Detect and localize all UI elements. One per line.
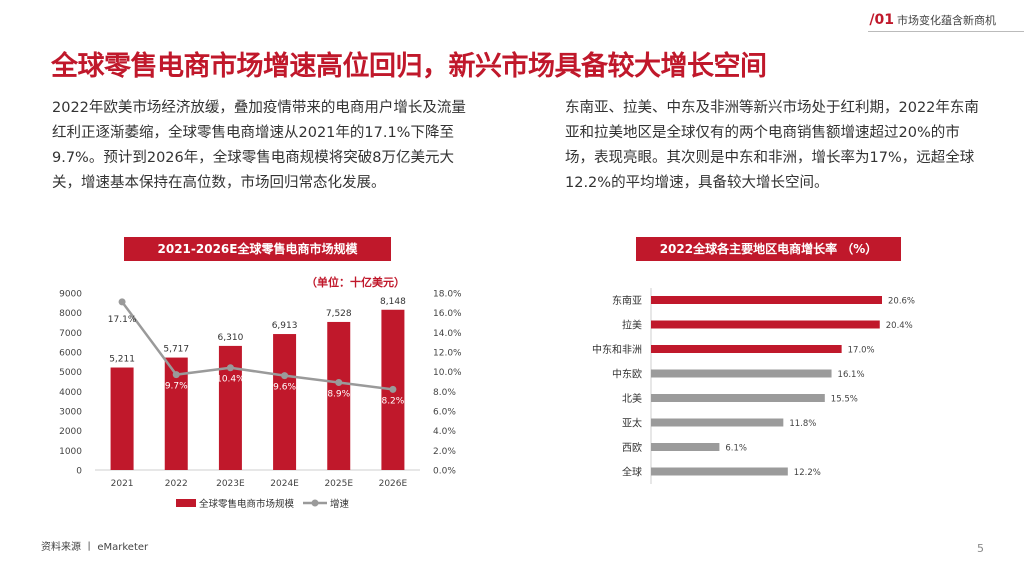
category-label: 北美 xyxy=(622,392,642,405)
y-right-tick-label: 2.0% xyxy=(433,447,456,457)
section-divider xyxy=(868,31,1024,32)
region-bar xyxy=(651,369,832,378)
legend-label-line: 增速 xyxy=(330,498,350,510)
bar-value-label: 5,211 xyxy=(109,355,135,365)
bar-value-label: 16.1% xyxy=(838,370,865,380)
y-right-tick-label: 14.0% xyxy=(433,329,462,339)
x-tick-label: 2021 xyxy=(111,479,134,489)
category-label: 亚太 xyxy=(622,417,642,430)
y-left-tick-label: 9000 xyxy=(59,290,82,300)
y-right-tick-label: 4.0% xyxy=(433,427,456,437)
source-note: 资料来源 丨 eMarketer xyxy=(41,542,149,553)
y-right-tick-label: 10.0% xyxy=(433,368,462,378)
region-bar xyxy=(651,296,882,304)
category-label: 全球 xyxy=(622,466,642,479)
bar-value-label: 20.4% xyxy=(886,321,913,331)
left-paragraph: 2022年欧美市场经济放缓，叠加疫情带来的电商用户增长及流量红利正逐渐萎缩，全球… xyxy=(52,100,466,191)
y-left-tick-label: 8000 xyxy=(59,309,82,319)
x-tick-label: 2022 xyxy=(165,479,188,489)
growth-point xyxy=(335,378,343,386)
bar-value-label: 5,717 xyxy=(163,345,189,355)
growth-point xyxy=(172,371,180,379)
bar xyxy=(381,309,405,470)
y-right-tick-label: 0.0% xyxy=(433,467,456,477)
legend-label-bar: 全球零售电商市场规模 xyxy=(199,498,295,510)
legend-marker-line xyxy=(311,499,319,507)
left-chart-unit-note: （单位：十亿美元） xyxy=(306,276,405,289)
region-bar xyxy=(651,320,880,329)
bar-value-label: 6,913 xyxy=(272,321,298,331)
region-bar xyxy=(651,443,720,451)
y-right-tick-label: 16.0% xyxy=(433,309,462,319)
page-title: 全球零售电商市场增速高位回归，新兴市场具备较大增长空间 xyxy=(51,51,767,82)
bar xyxy=(273,334,297,470)
y-left-tick-label: 4000 xyxy=(59,388,82,398)
growth-value-label: 17.1% xyxy=(108,315,137,325)
growth-point xyxy=(389,385,397,393)
bar-value-label: 8,148 xyxy=(380,297,406,307)
bar xyxy=(327,321,351,470)
y-left-tick-label: 7000 xyxy=(59,329,82,339)
right-chart-title: 2022全球各主要地区电商增长率 （%） xyxy=(636,237,901,261)
page-number: 5 xyxy=(977,542,984,555)
region-bar xyxy=(651,394,825,402)
legend-swatch-bar xyxy=(176,499,196,507)
y-right-tick-label: 8.0% xyxy=(433,388,456,398)
x-tick-label: 2023E xyxy=(216,479,245,489)
y-left-tick-label: 2000 xyxy=(59,427,82,437)
y-left-tick-label: 0 xyxy=(76,467,82,477)
growth-point xyxy=(226,364,234,372)
region-bar xyxy=(651,345,842,353)
section-label: 市场变化蕴含新商机 xyxy=(897,14,996,27)
bar xyxy=(110,367,134,470)
bar-value-label: 7,528 xyxy=(326,309,352,319)
region-bar xyxy=(651,467,788,476)
bar-value-label: 11.8% xyxy=(789,419,816,429)
growth-point xyxy=(118,298,126,306)
y-left-tick-label: 6000 xyxy=(59,349,82,359)
y-left-tick-label: 1000 xyxy=(59,447,82,457)
y-right-tick-label: 6.0% xyxy=(433,408,456,418)
growth-line xyxy=(121,301,394,391)
y-right-tick-label: 12.0% xyxy=(433,349,462,359)
y-left-tick-label: 3000 xyxy=(59,408,82,418)
bar-value-label: 15.5% xyxy=(831,395,858,405)
bar-value-label: 12.2% xyxy=(794,468,821,478)
growth-value-label: 9.6% xyxy=(273,383,296,393)
x-tick-label: 2024E xyxy=(270,479,299,489)
bar-value-label: 6.1% xyxy=(725,444,747,454)
bar xyxy=(218,345,242,470)
growth-value-label: 8.2% xyxy=(381,396,404,406)
category-label: 拉美 xyxy=(622,319,642,332)
y-right-tick-label: 18.0% xyxy=(433,290,462,300)
x-tick-label: 2026E xyxy=(379,479,408,489)
section-tag: /01 市场变化蕴含新商机 xyxy=(869,12,996,28)
growth-value-label: 10.4% xyxy=(216,375,245,385)
y-left-tick-label: 5000 xyxy=(59,368,82,378)
category-label: 中东欧 xyxy=(612,368,642,381)
right-paragraph: 东南亚、拉美、中东及非洲等新兴市场处于红利期，2022年东南亚和拉美地区是全球仅… xyxy=(565,100,979,191)
region-bar xyxy=(651,418,784,427)
growth-point xyxy=(281,372,289,380)
x-tick-label: 2025E xyxy=(324,479,353,489)
category-label: 西欧 xyxy=(622,442,642,454)
category-label: 东南亚 xyxy=(612,294,642,307)
category-label: 中东和非洲 xyxy=(592,343,642,356)
growth-value-label: 8.9% xyxy=(327,389,350,399)
bar xyxy=(164,357,188,470)
bar-value-label: 6,310 xyxy=(218,333,244,343)
bar-value-label: 20.6% xyxy=(888,297,915,307)
bar-value-label: 17.0% xyxy=(848,346,875,356)
section-number: /01 xyxy=(869,12,894,28)
left-chart-title: 2021-2026E全球零售电商市场规模 xyxy=(124,237,391,261)
growth-value-label: 9.7% xyxy=(165,382,188,392)
